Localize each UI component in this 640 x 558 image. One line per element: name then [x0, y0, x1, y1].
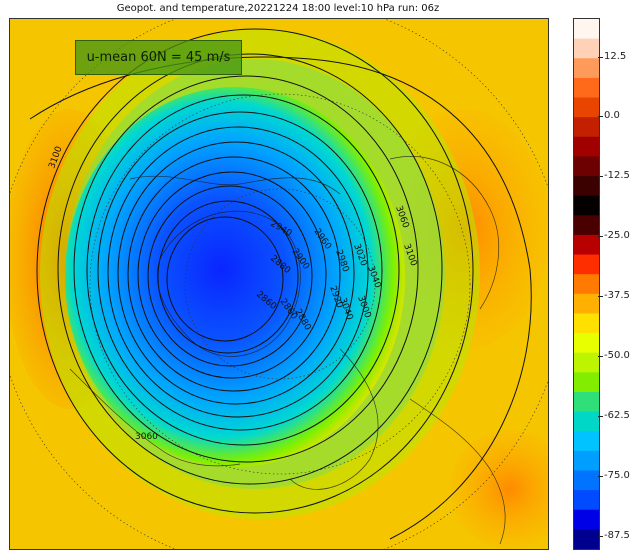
colorbar-swatch	[574, 215, 599, 236]
colorbar-tick-mark	[598, 476, 603, 477]
colorbar-swatch	[574, 136, 599, 158]
warm-anomaly-southeast	[450, 429, 548, 549]
colorbar-swatch	[574, 352, 599, 373]
colorbar-swatch	[574, 97, 599, 118]
polar-map: 3100 3060 3040 3020 3000 2980 2960 2940 …	[9, 18, 549, 550]
colorbar-tick-label: -25.0	[604, 230, 630, 241]
colorbar-swatch	[574, 176, 599, 197]
colorbar-swatch	[574, 195, 599, 216]
colorbar-tick-mark	[598, 296, 603, 297]
colorbar-tick-label: -75.0	[604, 470, 630, 481]
colorbar-swatch	[574, 293, 599, 315]
coastlines	[69, 156, 506, 545]
colorbar-tick-mark	[598, 236, 603, 237]
colorbar-tick-label: 0.0	[604, 110, 620, 121]
colorbar-swatch	[574, 391, 599, 413]
colorbar-tick-label: 12.5	[604, 51, 627, 62]
colorbar-swatch	[574, 411, 599, 432]
colorbar-swatch	[574, 372, 599, 393]
colorbar-tick-mark	[598, 116, 603, 117]
colorbar-tick-label: -12.5	[604, 170, 630, 181]
colorbar-tick-label: -37.5	[604, 290, 630, 301]
colorbar-swatch	[574, 450, 599, 472]
contour-label: 3060	[135, 432, 158, 442]
polar-vortex	[65, 87, 405, 467]
colorbar-swatch	[574, 470, 599, 491]
colorbar-swatch	[574, 274, 599, 295]
colorbar-swatch	[574, 333, 599, 354]
colorbar-swatch	[574, 156, 599, 177]
colorbar-swatch	[574, 254, 599, 275]
colorbar-swatch	[574, 234, 599, 256]
colorbar-swatch	[574, 77, 599, 99]
colorbar-tick-mark	[598, 416, 603, 417]
colorbar-swatch	[574, 431, 599, 452]
colorbar-swatch	[574, 490, 599, 511]
colorbar-swatch	[574, 38, 599, 59]
colorbar-tick-mark	[598, 356, 603, 357]
colorbar-swatch	[574, 58, 599, 79]
colorbar-swatch	[574, 313, 599, 334]
colorbar-swatch	[574, 509, 599, 530]
u-mean-badge: u-mean 60N = 45 m/s	[75, 40, 242, 75]
map-title: Geopot. and temperature,20221224 18:00 l…	[116, 3, 440, 14]
colorbar-swatch	[574, 19, 599, 40]
colorbar-tick-mark	[598, 176, 603, 177]
colorbar-tick-label: -50.0	[604, 350, 630, 361]
colorbar-swatch	[574, 117, 599, 138]
colorbar-tick-mark	[598, 57, 603, 58]
colorbar-swatch	[574, 529, 599, 549]
colorbar-tick-mark	[598, 536, 603, 537]
colorbar	[573, 18, 600, 550]
colorbar-tick-label: -62.5	[604, 410, 630, 421]
colorbar-tick-label: -87.5	[604, 530, 630, 541]
